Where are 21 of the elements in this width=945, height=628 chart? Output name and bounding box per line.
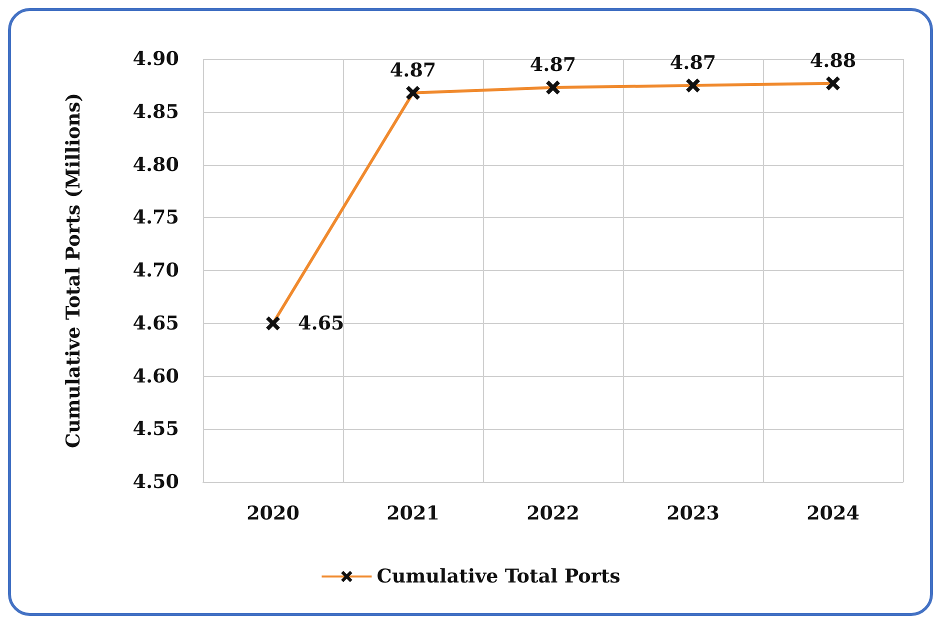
x-tick-label: 2024 bbox=[806, 502, 860, 524]
y-tick-label: 4.75 bbox=[132, 206, 179, 229]
y-tick-label: 4.55 bbox=[132, 418, 179, 440]
y-tick-label: 4.80 bbox=[132, 154, 179, 176]
data-label: 4.87 bbox=[390, 59, 436, 82]
data-label: 4.87 bbox=[530, 54, 576, 76]
data-label: 4.88 bbox=[810, 50, 856, 72]
x-tick-label: 2020 bbox=[246, 502, 300, 524]
data-label: 4.87 bbox=[670, 52, 716, 74]
data-label: 4.65 bbox=[298, 312, 344, 334]
y-axis-title: Cumulative Total Ports (Millions) bbox=[62, 92, 84, 448]
legend-label: Cumulative Total Ports bbox=[376, 566, 620, 588]
y-tick-label: 4.70 bbox=[132, 260, 179, 282]
y-tick-label: 4.60 bbox=[132, 365, 179, 388]
x-tick-label: 2021 bbox=[386, 502, 440, 524]
y-tick-label: 4.85 bbox=[132, 100, 179, 123]
x-tick-label: 2022 bbox=[526, 502, 580, 524]
y-tick-label: 4.90 bbox=[132, 48, 179, 70]
y-tick-label: 4.50 bbox=[132, 471, 179, 493]
y-tick-label: 4.65 bbox=[132, 312, 179, 334]
x-tick-label: 2023 bbox=[666, 502, 720, 524]
